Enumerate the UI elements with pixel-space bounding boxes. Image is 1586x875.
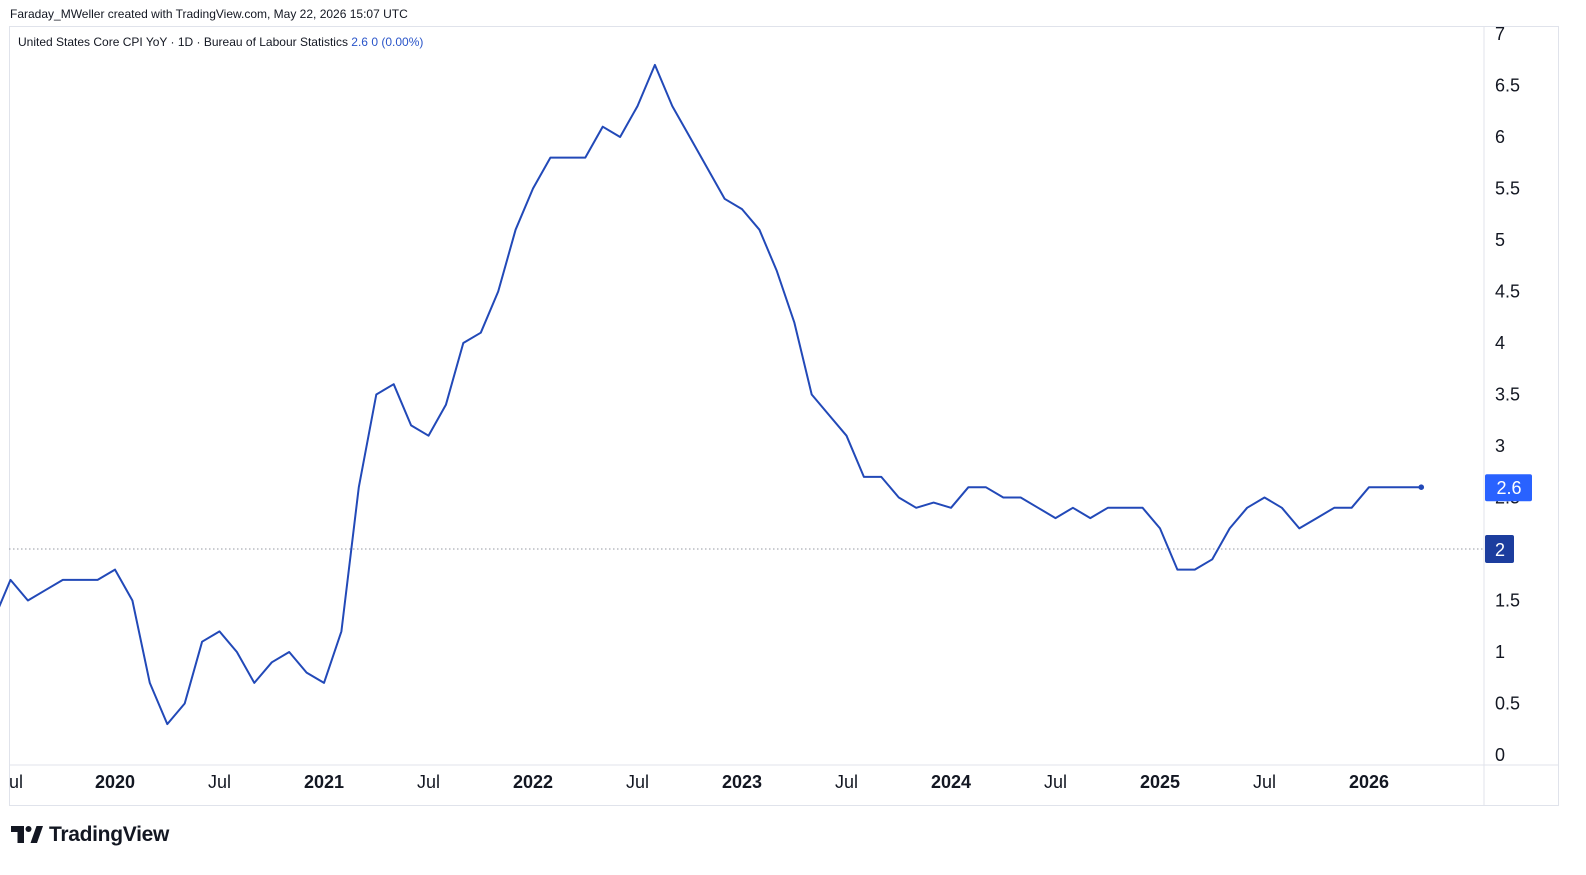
x-tick-label: Jul	[208, 772, 231, 792]
y-tick-label: 6	[1495, 127, 1505, 147]
chart-frame	[9, 26, 1559, 806]
x-tick-label: Jul	[1253, 772, 1276, 792]
reference-label-text: 2	[1495, 540, 1505, 560]
y-tick-label: 7	[1495, 24, 1505, 44]
y-tick-label: 4.5	[1495, 282, 1520, 302]
x-tick-label: Jul	[835, 772, 858, 792]
current-value-label-box	[1485, 474, 1532, 502]
x-tick-label: 2022	[513, 772, 553, 792]
x-tick-label: 2020	[95, 772, 135, 792]
chart-attribution: Faraday_MWeller created with TradingView…	[10, 7, 408, 21]
x-tick-label: 2026	[1349, 772, 1389, 792]
series-change: 0 (0.00%)	[371, 35, 424, 49]
x-tick-label: 2025	[1140, 772, 1180, 792]
tradingview-brand[interactable]: TradingView	[11, 823, 169, 847]
y-tick-label: 1.5	[1495, 591, 1520, 611]
x-tick-label: 2024	[931, 772, 971, 792]
last-value-marker	[1418, 484, 1425, 491]
series-line[interactable]	[0, 63, 1422, 726]
y-tick-label: 3	[1495, 436, 1505, 456]
y-tick-label: 5.5	[1495, 179, 1520, 199]
y-tick-label: 0.5	[1495, 694, 1520, 714]
brand-name: TradingView	[49, 823, 170, 846]
y-tick-label: 0	[1495, 745, 1505, 765]
current-value-label-text: 2.6	[1496, 478, 1521, 498]
y-tick-label: 6.5	[1495, 76, 1520, 96]
series-last-value: 2.6	[351, 35, 368, 49]
y-tick-label: 4	[1495, 333, 1505, 353]
y-tick-label: 5	[1495, 230, 1505, 250]
x-tick-label: 2021	[304, 772, 344, 792]
x-tick-label: 2023	[722, 772, 762, 792]
x-tick-label: Jul	[1044, 772, 1067, 792]
y-tick-label: 3.5	[1495, 385, 1520, 405]
x-tick-label: Jul	[417, 772, 440, 792]
series-legend[interactable]: United States Core CPI YoY · 1D · Bureau…	[18, 35, 423, 49]
x-tick-label: ul	[9, 772, 23, 792]
tradingview-logo-icon	[11, 826, 43, 843]
series-title: United States Core CPI YoY · 1D · Bureau…	[18, 35, 348, 49]
reference-label-box	[1485, 535, 1514, 563]
y-tick-label: 1	[1495, 642, 1505, 662]
x-tick-label: Jul	[626, 772, 649, 792]
